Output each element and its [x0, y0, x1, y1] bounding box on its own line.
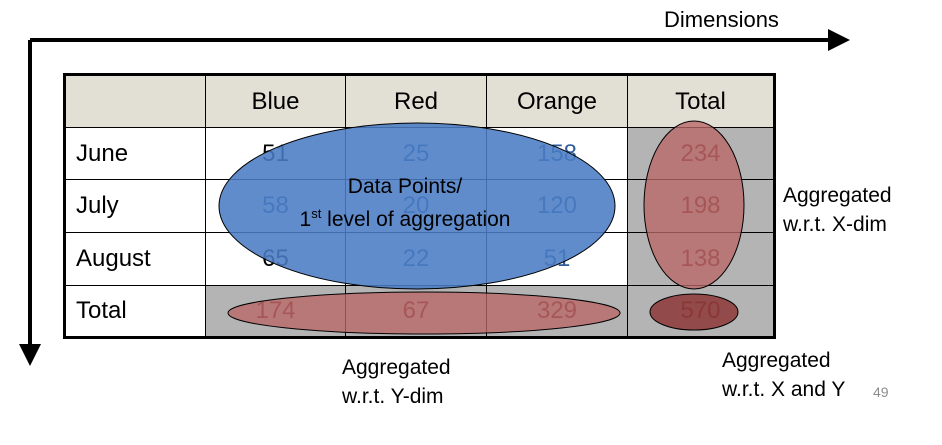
- xy-line1: Aggregated: [722, 349, 831, 372]
- row-label-total: Total: [66, 286, 206, 336]
- data-points-sup: st: [311, 206, 322, 221]
- col-header-orange: Orange: [487, 76, 628, 128]
- dimensions-label: Dimensions: [664, 7, 779, 32]
- data-points-line1: Data Points/: [347, 175, 463, 198]
- x-dim-annotation: Aggregated w.r.t. X-dim: [783, 181, 892, 239]
- y-dim-line2: w.r.t. Y-dim: [342, 385, 444, 408]
- x-dim-line2: w.r.t. X-dim: [783, 213, 887, 236]
- col-header-red: Red: [346, 76, 487, 128]
- data-points-label: Data Points/ 1st level of aggregation: [240, 173, 570, 233]
- y-dim-annotation: Aggregated w.r.t. Y-dim: [342, 353, 451, 411]
- cell-july-total: 198: [628, 180, 773, 233]
- xy-line2: w.r.t. X and Y: [722, 378, 846, 401]
- data-points-line2: level of aggregation: [321, 208, 511, 231]
- cell-total-red: 67: [346, 286, 487, 336]
- x-dim-line1: Aggregated: [783, 184, 892, 207]
- row-label-june: June: [66, 128, 206, 180]
- xy-annotation: Aggregated w.r.t. X and Y: [722, 346, 845, 404]
- y-dim-line1: Aggregated: [342, 356, 451, 379]
- cell-august-orange: 51: [487, 233, 628, 286]
- cell-august-red: 22: [346, 233, 487, 286]
- data-points-ordinal: 1: [299, 208, 312, 231]
- corner-cell: [66, 76, 206, 128]
- x-axis-arrowhead: [828, 29, 850, 51]
- col-header-total: Total: [628, 76, 773, 128]
- row-label-july: July: [66, 180, 206, 233]
- cell-grand-total: 570: [628, 286, 773, 336]
- y-axis-arrowhead: [19, 344, 41, 366]
- cell-august-blue: 65: [206, 233, 346, 286]
- row-label-august: August: [66, 233, 206, 286]
- cell-total-orange: 329: [487, 286, 628, 336]
- col-header-blue: Blue: [206, 76, 346, 128]
- cell-total-blue: 174: [206, 286, 346, 336]
- page-number: 49: [873, 384, 889, 400]
- cell-june-total: 234: [628, 128, 773, 180]
- cell-august-total: 138: [628, 233, 773, 286]
